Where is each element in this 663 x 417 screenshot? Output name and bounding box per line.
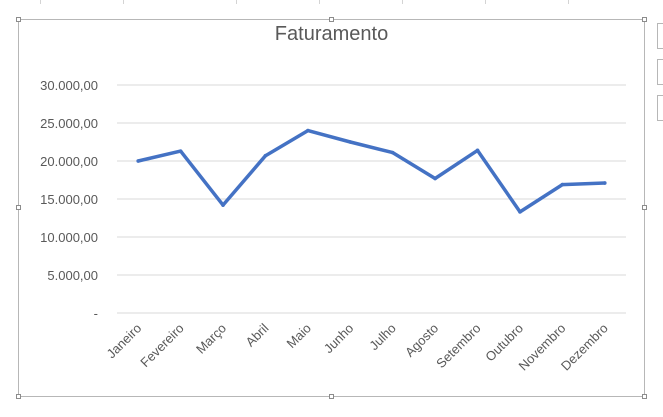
sheet-column-divider [236, 0, 237, 4]
data-point [560, 182, 565, 187]
y-tick-label: 30.000,00 [40, 78, 98, 93]
x-tick-label: Março [193, 321, 229, 357]
data-point [221, 203, 225, 207]
data-point [263, 153, 268, 158]
resize-handle-bottom-left[interactable] [16, 394, 21, 399]
chart-area[interactable] [18, 19, 645, 397]
sheet-column-divider [123, 0, 124, 4]
resize-handle-left[interactable] [16, 205, 21, 210]
y-tick-label: 10.000,00 [40, 230, 98, 245]
data-point [306, 128, 310, 133]
resize-handle-top[interactable] [329, 17, 334, 22]
resize-handle-bottom-right[interactable] [642, 394, 647, 399]
y-tick-label: 20.000,00 [40, 154, 98, 169]
data-point [518, 210, 522, 214]
resize-handle-bottom[interactable] [329, 394, 334, 399]
data-point [178, 149, 183, 153]
sheet-column-divider [40, 0, 41, 4]
data-point [475, 148, 480, 153]
data-point [602, 181, 607, 185]
data-point [348, 140, 353, 144]
x-tick-label: Janeiro [104, 321, 145, 362]
sheet-column-divider [485, 0, 486, 4]
x-tick-label: Julho [366, 321, 399, 354]
series-line [136, 128, 607, 214]
resize-handle-right[interactable] [642, 205, 647, 210]
chart-styles-button[interactable] [657, 59, 663, 85]
x-tick-label: Agosto [402, 321, 441, 360]
sheet-column-divider [402, 0, 403, 4]
x-tick-label: Setembro [433, 321, 483, 371]
y-tick-label: 5.000,00 [47, 268, 98, 283]
chart-title: Faturamento [274, 23, 389, 45]
resize-handle-top-left[interactable] [16, 17, 21, 22]
x-tick-label: Abril [243, 320, 272, 349]
x-tick-label: Junho [321, 321, 357, 357]
y-tick-label: 25.000,00 [40, 116, 98, 131]
data-point [136, 159, 141, 163]
data-point [390, 150, 395, 155]
y-tick-label: 15.000,00 [40, 192, 98, 207]
x-tick-label: Fevereiro [137, 321, 186, 370]
sheet-column-divider [568, 0, 569, 4]
chart-filters-button[interactable] [657, 95, 663, 121]
x-tick-label: Maio [283, 321, 314, 352]
data-point [433, 176, 437, 181]
y-tick-label: - [94, 306, 98, 321]
chart-elements-button[interactable] [657, 23, 663, 49]
x-tick-label: Dezembro [558, 321, 611, 374]
sheet-column-divider [319, 0, 320, 4]
resize-handle-top-right[interactable] [642, 17, 647, 22]
